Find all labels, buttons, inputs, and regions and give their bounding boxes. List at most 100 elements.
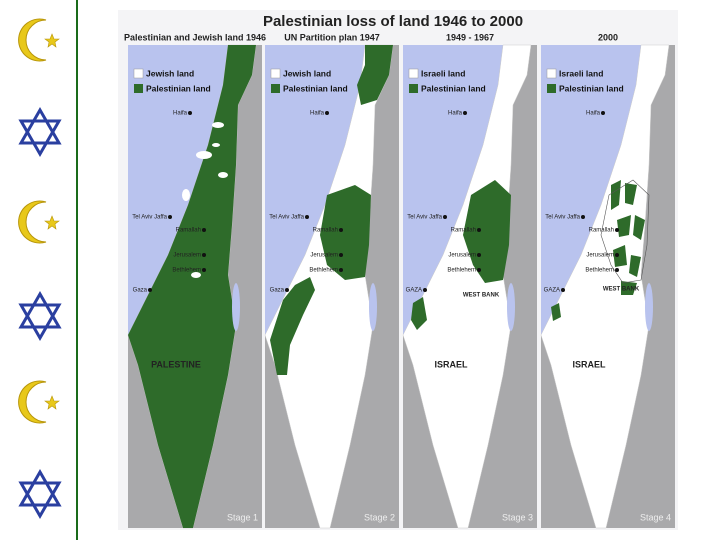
city-dot [148,288,152,292]
sea [541,45,641,335]
stage-label: Stage 4 [640,512,671,522]
city-dot [615,253,619,257]
city-dot [339,253,343,257]
panel-header: 2000 [598,32,618,42]
land [264,44,394,529]
region-label: WEST BANK [603,287,640,293]
dead-sea [645,283,653,331]
legend-swatch [133,68,144,79]
legend-swatch [271,84,280,93]
place-label: GAZA [544,288,560,294]
city-dot [325,111,329,115]
place-label: Jerusalem [310,253,338,259]
place-label: GAZA [406,288,422,294]
west-bank-outline [600,179,650,284]
place-label: Haifa [448,111,463,117]
city-dot [477,253,481,257]
legend-swatch [270,68,281,79]
city-dot [615,268,619,272]
crescent-icon [18,18,60,62]
city-dot [463,111,467,115]
palestinian-land [357,45,393,105]
legend-label: Palestinian land [146,83,211,93]
palestinian-land [633,215,645,240]
legend-label: Palestinian land [421,83,486,93]
legend-label: Jewish land [146,68,194,78]
palestinian-land [625,183,637,205]
dead-sea [507,283,515,331]
city-dot [339,268,343,272]
place-label: Tel Aviv Jaffa [545,215,580,221]
stage-label: Stage 2 [364,512,395,522]
place-label: Bethlehem [447,268,476,274]
palestinian-land [128,45,256,528]
city-dot [168,215,172,219]
star-of-david-icon [18,106,62,158]
palestinian-land [551,303,561,321]
place-label: Gaza [270,288,285,294]
place-label: Gaza [133,288,148,294]
dead-sea [232,283,240,331]
city-dot [561,288,565,292]
land [402,44,532,529]
legend-swatch [134,84,143,93]
legend-label: Jewish land [283,68,331,78]
panel-header: Palestinian and Jewish land 1946 [124,32,266,42]
jewish-land [212,122,224,128]
city-dot [477,228,481,232]
legend-label: Israeli land [559,68,603,78]
legend-label: Palestinian land [283,83,348,93]
sea [265,45,365,335]
city-dot [305,215,309,219]
city-dot [339,228,343,232]
city-dot [581,215,585,219]
legend-label: Palestinian land [559,83,624,93]
star-of-david-icon [18,468,62,520]
palestinian-land [621,281,637,295]
palestinian-land [613,245,627,267]
place-label: Haifa [173,111,188,117]
panel-header: UN Partition plan 1947 [284,32,380,42]
place-label: Haifa [586,111,601,117]
region-label: ISRAEL [434,359,468,369]
palestinian-land [611,180,621,210]
sidebar-icons [18,18,62,520]
sea [403,45,503,335]
crescent-icon [18,200,60,244]
jewish-land [182,189,190,201]
map-panel: Jewish land Palestinian land Haifa Tel Aviv… [127,44,262,529]
place-label: Ramallah [589,228,614,234]
legend-label: Israeli land [421,68,465,78]
city-dot [285,288,289,292]
city-dot [443,215,447,219]
place-label: Jerusalem [448,253,476,259]
star-of-david-icon [18,290,62,342]
palestinian-land [617,215,631,237]
legend-swatch [408,68,419,79]
palestinian-land [411,297,427,330]
city-dot [188,111,192,115]
crescent-icon [18,380,60,424]
region-label: ISRAEL [572,359,606,369]
legend-swatch [409,84,418,93]
city-dot [615,228,619,232]
palestinian-land [629,255,641,277]
city-dot [601,111,605,115]
legend-swatch [546,68,557,79]
place-label: Bethlehem [172,268,201,274]
palestinian-land [320,185,371,280]
jewish-land [218,172,228,178]
jewish-land [212,143,220,147]
city-dot [477,268,481,272]
place-label: Tel Aviv Jaffa [269,215,304,221]
region-label: WEST BANK [463,293,500,299]
map-panel: Jewish land Palestinian land Haifa Tel Aviv… [264,44,399,529]
dead-sea [369,283,377,331]
map-title: Palestinian loss of land 1946 to 2000 [263,13,523,30]
jewish-land [196,151,212,159]
city-dot [202,228,206,232]
map-panel: Israeli land Palestinian land Haifa Tel Avi… [402,44,537,529]
place-label: Ramallah [451,228,476,234]
map-panel: Israeli land Palestinian land Haifa Tel Avi… [540,44,675,529]
